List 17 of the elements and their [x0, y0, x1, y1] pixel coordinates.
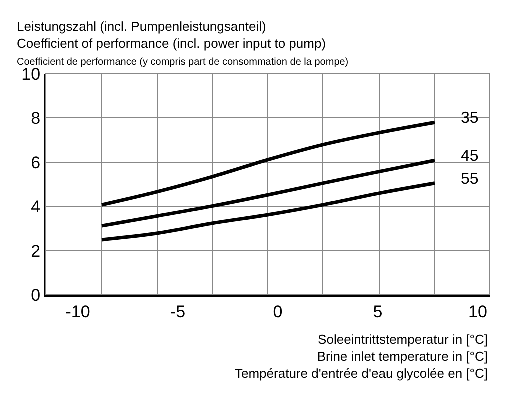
x-tick-label: 0	[273, 302, 283, 322]
x-axis-title: Soleeintrittstemperatur in [°C] Brine inlet temperature in [°C] Température d'entrée d'eau glycolée en [°C]	[235, 332, 488, 381]
y-tick-label: 6	[31, 153, 41, 172]
x-tick-label: 10	[468, 302, 488, 322]
y-tick-label: 0	[31, 286, 41, 305]
series-label: 45	[461, 148, 479, 165]
y-tick-label: 2	[31, 242, 41, 261]
x-tick-label: 5	[373, 302, 383, 322]
x-tick-label: -10	[66, 302, 90, 322]
line-series	[100, 120, 437, 207]
line-series	[100, 182, 437, 242]
y-tick-label: 8	[31, 109, 41, 128]
series-label: 35	[461, 110, 479, 127]
x-tick-label: -5	[170, 302, 186, 322]
y-tick-label: 4	[31, 198, 41, 217]
series-label: 55	[461, 171, 479, 188]
line-series	[100, 158, 437, 228]
